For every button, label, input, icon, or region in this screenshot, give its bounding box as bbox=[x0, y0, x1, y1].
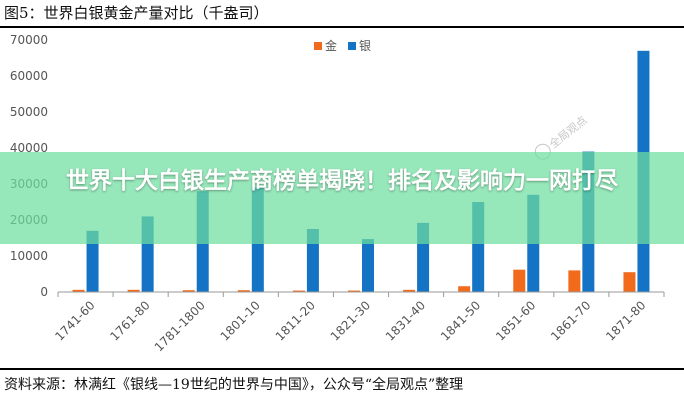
gold-bar bbox=[127, 289, 140, 292]
gold-bar bbox=[403, 289, 416, 292]
gold-bar bbox=[237, 290, 250, 292]
silver-bar bbox=[362, 239, 374, 292]
gold-bar bbox=[458, 286, 471, 292]
figure-title: 图5：世界白银黄金产量对比（千盎司） bbox=[4, 4, 269, 22]
silver-bar bbox=[306, 229, 319, 292]
gold-bar bbox=[513, 269, 526, 292]
gold-bar bbox=[72, 289, 85, 292]
y-tick-label: 40000 bbox=[10, 141, 48, 155]
x-tick-label: 1851-60 bbox=[493, 298, 538, 343]
x-tick-label: 1761-80 bbox=[107, 298, 152, 343]
x-tick-label: 1821-30 bbox=[328, 298, 373, 343]
headline-banner[interactable]: 世界十大白银生产商榜单揭晓！排名及影响力一网打尽 bbox=[0, 152, 684, 244]
x-tick-label: 1861-70 bbox=[548, 298, 593, 343]
y-tick-label: 60000 bbox=[10, 69, 48, 83]
x-tick-label: 1841-50 bbox=[438, 298, 483, 343]
x-tick-label: 1741-60 bbox=[52, 298, 97, 343]
x-tick-label: 1811-20 bbox=[273, 298, 318, 343]
x-tick-label: 1781-1800 bbox=[152, 298, 208, 354]
y-tick-label: 70000 bbox=[10, 33, 48, 47]
x-tick-label: 1801-10 bbox=[218, 298, 263, 343]
y-tick-label: 10000 bbox=[10, 249, 48, 263]
gold-bar bbox=[292, 290, 305, 292]
legend-swatch bbox=[348, 42, 356, 50]
gold-bar bbox=[623, 272, 636, 292]
legend-label: 金 bbox=[325, 38, 337, 53]
y-tick-label: 50000 bbox=[10, 105, 48, 119]
top-rule bbox=[0, 26, 684, 28]
gold-bar bbox=[568, 270, 581, 292]
silver-bar bbox=[86, 230, 99, 292]
gold-bar bbox=[348, 290, 360, 292]
x-tick-label: 1871-80 bbox=[603, 298, 648, 343]
legend-label: 银 bbox=[359, 39, 371, 53]
source-note: 资料来源：林满红《银线—19世纪的世界与中国》，公众号“全局观点”整理 bbox=[4, 377, 464, 393]
legend: 金银 bbox=[314, 38, 371, 53]
legend-swatch bbox=[314, 42, 322, 50]
gold-bar bbox=[182, 290, 195, 292]
watermark-text: 全局观点 bbox=[546, 113, 590, 152]
y-tick-label: 0 bbox=[40, 285, 48, 299]
bottom-rule bbox=[0, 368, 684, 370]
headline-text: 世界十大白银生产商榜单揭晓！排名及影响力一网打尽 bbox=[66, 168, 618, 194]
x-tick-label: 1831-40 bbox=[383, 298, 428, 343]
